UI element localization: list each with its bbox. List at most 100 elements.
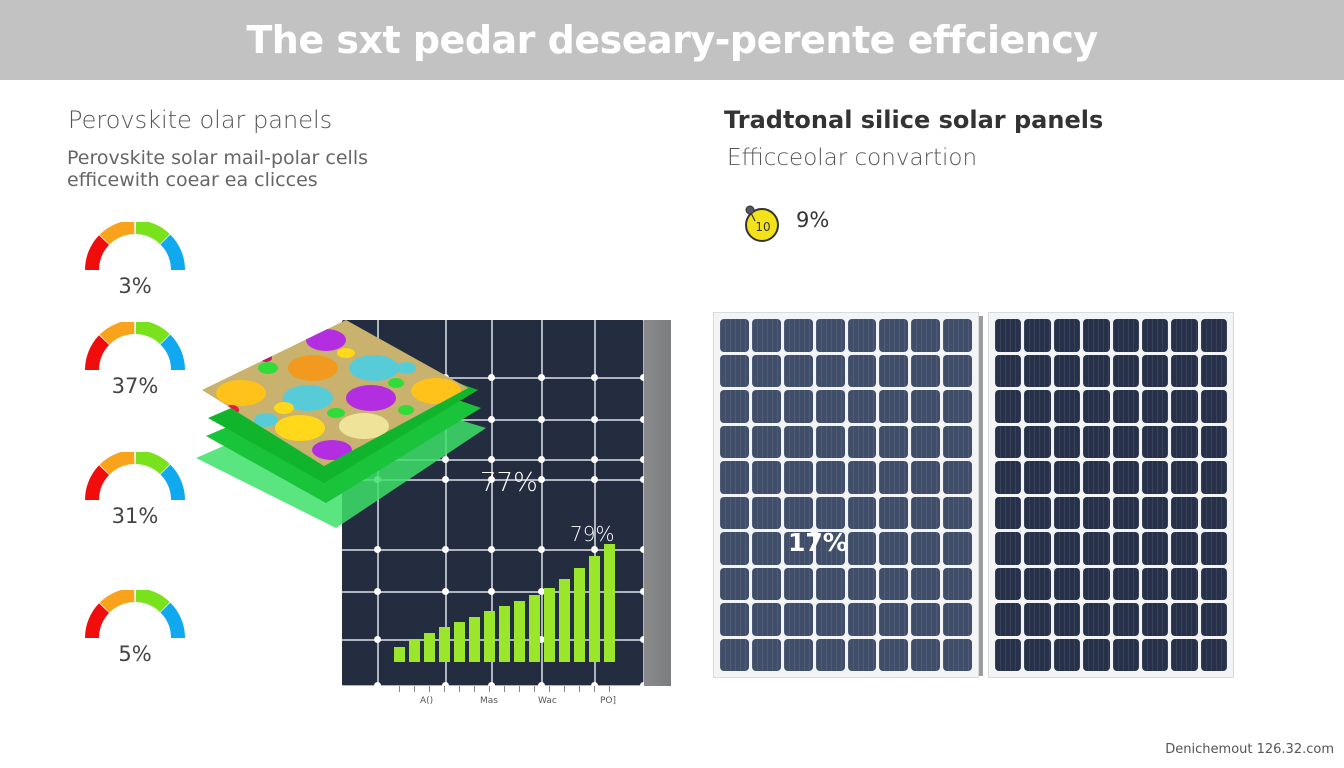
grid-node (374, 546, 381, 553)
solar-cell (783, 496, 813, 529)
solar-cell (751, 496, 781, 529)
solar-cell (995, 638, 1022, 671)
solar-cell (1083, 461, 1110, 494)
solar-cell (720, 567, 749, 600)
gauge-value: 3% (118, 274, 152, 298)
axis-tick (594, 686, 595, 692)
solar-cell (1200, 390, 1227, 423)
solar-cell (911, 319, 941, 352)
solar-cell (1200, 496, 1227, 529)
solar-cell (1141, 319, 1169, 352)
solar-cell (1171, 567, 1198, 600)
solar-cell (943, 638, 972, 671)
solar-cell (1141, 496, 1169, 529)
solar-cell (815, 354, 845, 387)
grid-node (640, 476, 644, 483)
solar-cell (943, 319, 972, 352)
solar-cell (1053, 567, 1081, 600)
solar-cell (1083, 354, 1110, 387)
solar-cell (1112, 603, 1139, 636)
solar-cell (783, 567, 813, 600)
svg-text:10: 10 (755, 220, 770, 234)
grid-node (591, 416, 598, 423)
grid-node (538, 588, 545, 595)
solar-cell (720, 319, 749, 352)
solar-cell (911, 354, 941, 387)
solar-cell (1200, 319, 1227, 352)
solar-cell (1024, 390, 1051, 423)
grid-node (591, 374, 598, 381)
solar-cell (1171, 461, 1198, 494)
solar-cell (1024, 461, 1051, 494)
title-banner: The sxt pedar deseary-perente effciency (0, 0, 1344, 80)
chart-bar (394, 647, 405, 662)
solar-cell (720, 532, 749, 565)
grid-node (488, 546, 495, 553)
grid-node (442, 476, 449, 483)
solar-cell (1053, 532, 1081, 565)
grid-node (442, 588, 449, 595)
solar-cell (911, 425, 941, 458)
efficiency-gauge: 3% (82, 222, 188, 312)
grid-node (538, 476, 545, 483)
solar-cell (1053, 496, 1081, 529)
solar-cell (1141, 390, 1169, 423)
silicon-panel-1-edge (979, 316, 983, 676)
chart-bar (514, 601, 525, 662)
grid-line (491, 320, 493, 686)
solar-cell (720, 461, 749, 494)
grid-node (442, 546, 449, 553)
solar-cell (815, 319, 845, 352)
grid-node (538, 456, 545, 463)
solar-cell (943, 603, 972, 636)
solar-cell (751, 603, 781, 636)
gauge-value: 37% (111, 374, 159, 398)
solar-cell (1083, 496, 1110, 529)
solar-cell (1171, 425, 1198, 458)
gauge-value: 31% (111, 504, 159, 528)
solar-cell (783, 461, 813, 494)
grid-node (640, 416, 644, 423)
grid-node (488, 416, 495, 423)
axis-tick (414, 686, 415, 692)
solar-cell (943, 496, 972, 529)
panel-efficiency-label: 77% (480, 468, 538, 498)
solar-cell (1112, 638, 1139, 671)
solar-cell (1083, 319, 1110, 352)
solar-cell (1141, 461, 1169, 494)
solar-cell (1112, 461, 1139, 494)
solar-cell (1053, 425, 1081, 458)
solar-cell (911, 603, 941, 636)
page-title: The sxt pedar deseary-perente effciency (246, 18, 1098, 62)
solar-cell (943, 425, 972, 458)
solar-cell (783, 425, 813, 458)
solar-cell (879, 319, 909, 352)
chart-bar (439, 627, 450, 662)
solar-cell (751, 567, 781, 600)
solar-cell (1053, 638, 1081, 671)
axis-tick (579, 686, 580, 692)
chart-bar (589, 556, 600, 662)
solar-cell (879, 354, 909, 387)
axis-tick (429, 686, 430, 692)
grid-node (488, 456, 495, 463)
solar-cell (1112, 532, 1139, 565)
solar-cell (783, 603, 813, 636)
solar-cell (847, 354, 877, 387)
solar-cell (1141, 354, 1169, 387)
grid-node (640, 546, 644, 553)
solar-cell (783, 319, 813, 352)
footer-credit: Denichemout 126.32.com (1165, 742, 1334, 757)
solar-cell (879, 461, 909, 494)
solar-cell (1141, 638, 1169, 671)
grid-node (488, 682, 495, 686)
grid-line (541, 320, 543, 686)
solar-cell (751, 354, 781, 387)
solar-cell (1112, 425, 1139, 458)
axis-tick-label: A() (420, 696, 434, 706)
solar-cell (751, 319, 781, 352)
solar-cell (1200, 603, 1227, 636)
silicon-panel-label: 17% (788, 528, 848, 557)
solar-cell (1171, 532, 1198, 565)
solar-cell (815, 603, 845, 636)
